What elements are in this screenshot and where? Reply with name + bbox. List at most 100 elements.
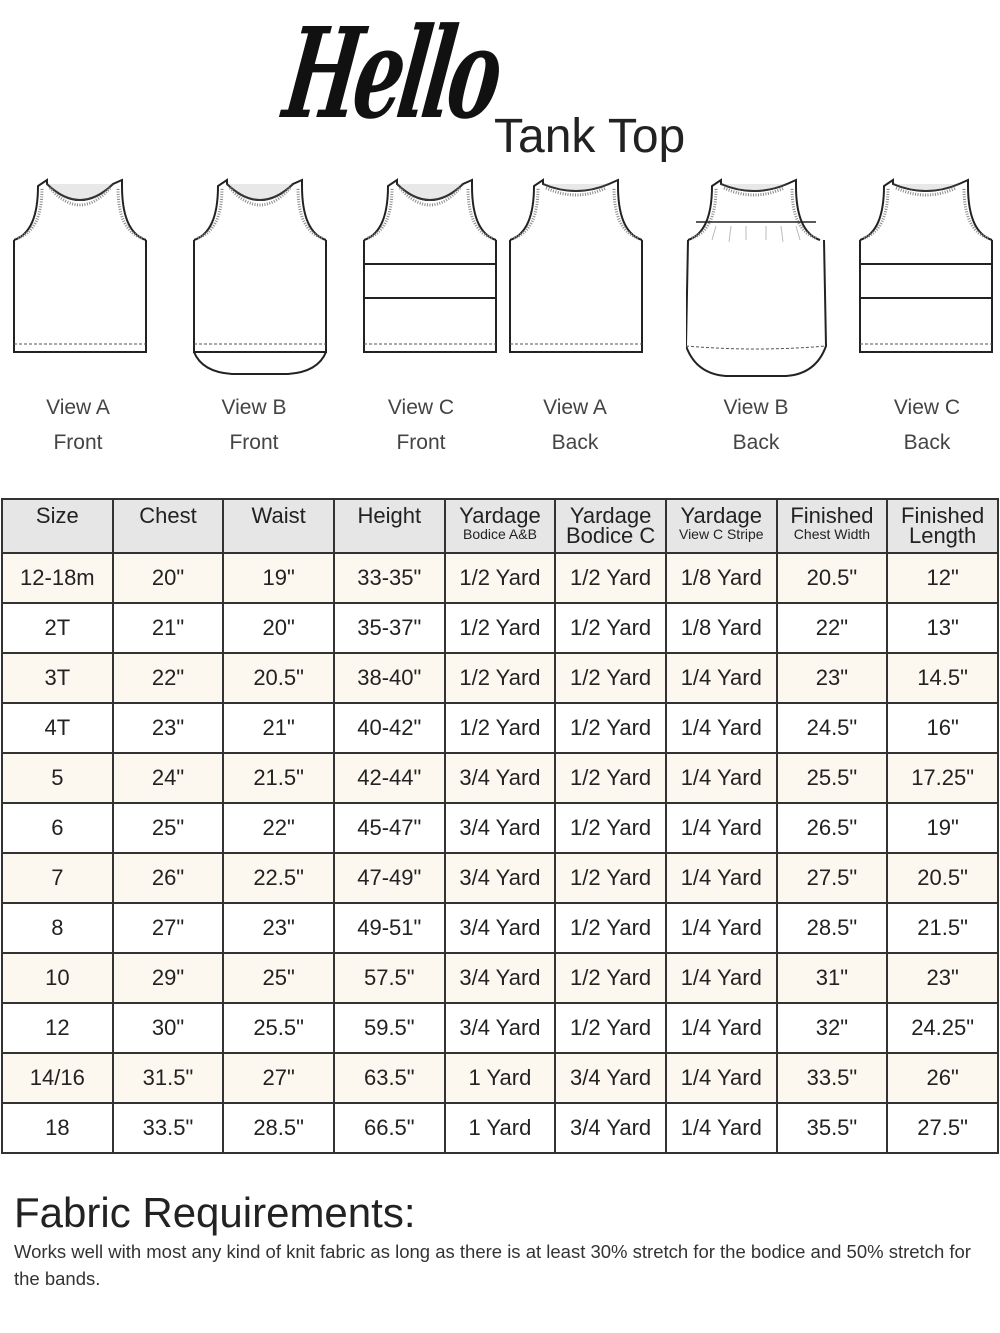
- table-cell: 1/2 Yard: [554, 602, 667, 654]
- table-cell: 19": [222, 552, 335, 604]
- table-cell: 6: [1, 802, 114, 854]
- table-cell: 25": [111, 802, 225, 854]
- view-side-label: Back: [551, 431, 599, 454]
- table-cell: 3/4 Yard: [443, 1002, 557, 1054]
- subtitle: Tank Top: [494, 110, 686, 163]
- view-side-label: Back: [732, 431, 780, 454]
- table-cell: 3/4 Yard: [554, 1052, 667, 1104]
- table-row: 10 29" 25" 57.5" 3/4 Yard 1/2 Yard 1/4 Yard 31"…: [1, 952, 999, 1004]
- table-cell: 23": [886, 952, 999, 1004]
- table-cell: 1/2 Yard: [554, 552, 667, 604]
- header-main: Height: [357, 503, 422, 528]
- table-cell: 3/4 Yard: [443, 902, 557, 954]
- column-header: Waist: [222, 498, 335, 554]
- table-cell: 21.5": [222, 752, 335, 804]
- tank-illustration-b-back: [684, 176, 828, 386]
- table-cell: 3/4 Yard: [443, 802, 557, 854]
- header-sub: Length: [908, 523, 977, 548]
- table-cell: 1/2 Yard: [554, 1002, 667, 1054]
- view-label: View C: [893, 396, 961, 419]
- table-cell: 27.5": [886, 1102, 999, 1154]
- header-main: Finished: [790, 503, 874, 528]
- table-cell: 45-47": [332, 802, 446, 854]
- tank-illustration-c-back: [858, 176, 1000, 386]
- table-cell: 1/4 Yard: [664, 1002, 778, 1054]
- size-chart-body: 12-18m 20" 19" 33-35" 1/2 Yard 1/2 Yard 1/8 Ya…: [1, 552, 999, 1154]
- table-cell: 18: [1, 1102, 114, 1154]
- table-cell: 23": [222, 902, 335, 954]
- table-cell: 21": [111, 602, 225, 654]
- table-cell: 1/8 Yard: [664, 552, 778, 604]
- table-row: 5 24" 21.5" 42-44" 3/4 Yard 1/2 Yard 1/4 Yard 2…: [1, 752, 999, 804]
- header-main: Waist: [251, 503, 306, 528]
- table-cell: 5: [1, 752, 114, 804]
- table-cell: 7: [1, 852, 114, 904]
- column-header: Yardage Bodice A&B: [443, 498, 557, 554]
- table-cell: 1/4 Yard: [664, 702, 778, 754]
- table-cell: 42-44": [332, 752, 446, 804]
- table-cell: 2T: [1, 602, 114, 654]
- view-side-label: Back: [903, 431, 951, 454]
- table-cell: 1/4 Yard: [664, 1052, 778, 1104]
- table-cell: 31": [775, 952, 889, 1004]
- table-cell: 33.5": [775, 1052, 889, 1104]
- header-main: Yardage: [680, 503, 763, 528]
- tank-illustration-a-front: [12, 176, 154, 386]
- table-cell: 14/16: [1, 1052, 114, 1104]
- table-cell: 1/4 Yard: [664, 752, 778, 804]
- table-cell: 1/2 Yard: [443, 702, 557, 754]
- table-cell: 38-40": [332, 652, 446, 704]
- table-cell: 57.5": [332, 952, 446, 1004]
- table-cell: 30": [111, 1002, 225, 1054]
- column-header: Finished Chest Width: [775, 498, 889, 554]
- table-cell: 66.5": [332, 1102, 446, 1154]
- table-cell: 24.5": [775, 702, 889, 754]
- table-cell: 1/2 Yard: [554, 802, 667, 854]
- table-cell: 1/4 Yard: [664, 952, 778, 1004]
- column-header: Yardage View C Stripe: [664, 498, 778, 554]
- table-cell: 22": [775, 602, 889, 654]
- table-cell: 21.5": [886, 902, 999, 954]
- table-cell: 1/2 Yard: [443, 602, 557, 654]
- table-cell: 1 Yard: [443, 1052, 557, 1104]
- header-main: Yardage: [459, 503, 541, 528]
- header-sub: Chest Width: [793, 526, 871, 542]
- table-cell: 1/4 Yard: [664, 852, 778, 904]
- table-cell: 1 Yard: [443, 1102, 557, 1154]
- table-row: 6 25" 22" 45-47" 3/4 Yard 1/2 Yard 1/4 Yard 26.…: [1, 802, 999, 854]
- table-cell: 63.5": [332, 1052, 446, 1104]
- tank-illustration-c-front: [362, 176, 504, 386]
- column-header: Size: [1, 498, 114, 554]
- table-cell: 14.5": [886, 652, 999, 704]
- table-cell: 25.5": [222, 1002, 335, 1054]
- table-cell: 1/4 Yard: [664, 902, 778, 954]
- view-label: View A: [46, 396, 110, 419]
- table-cell: 35-37": [332, 602, 446, 654]
- table-cell: 47-49": [332, 852, 446, 904]
- column-header: Yardage Bodice C: [554, 498, 667, 554]
- table-cell: 24": [111, 752, 225, 804]
- table-cell: 8: [1, 902, 114, 954]
- table-cell: 28.5": [222, 1102, 335, 1154]
- table-cell: 1/2 Yard: [443, 552, 557, 604]
- header-main: Finished: [901, 503, 985, 528]
- table-cell: 27": [111, 902, 225, 954]
- table-cell: 28.5": [775, 902, 889, 954]
- header-main: Chest: [139, 503, 197, 528]
- table-cell: 20.5": [886, 852, 999, 904]
- table-row: 14/16 31.5" 27" 63.5" 1 Yard 3/4 Yard 1/4 Yard…: [1, 1052, 999, 1104]
- table-cell: 40-42": [332, 702, 446, 754]
- table-row: 8 27" 23" 49-51" 3/4 Yard 1/2 Yard 1/4 Yard 28.…: [1, 902, 999, 954]
- table-cell: 20.5": [222, 652, 335, 704]
- table-cell: 27.5": [775, 852, 889, 904]
- table-row: 12-18m 20" 19" 33-35" 1/2 Yard 1/2 Yard 1/8 Ya…: [1, 552, 999, 604]
- table-cell: 32": [775, 1002, 889, 1054]
- view-side-label: Front: [53, 431, 103, 454]
- header-main: Size: [35, 503, 79, 528]
- fabric-requirements-text: Works well with most any kind of knit fa…: [14, 1241, 971, 1289]
- table-cell: 4T: [1, 702, 114, 754]
- table-cell: 1/2 Yard: [554, 752, 667, 804]
- table-cell: 12-18m: [1, 552, 114, 604]
- tank-illustration-a-back: [508, 176, 650, 386]
- fabric-requirements-title: Fabric Requirements:: [14, 1189, 416, 1236]
